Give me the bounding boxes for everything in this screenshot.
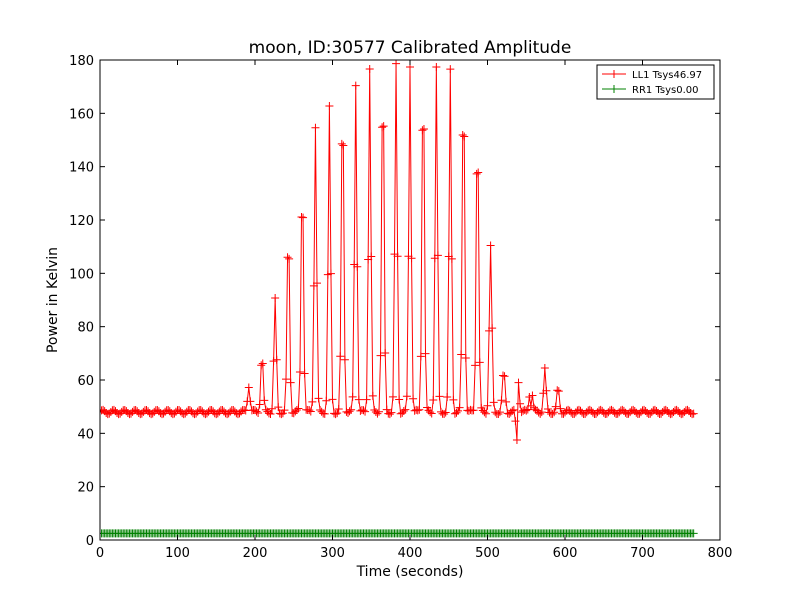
y-tick-label: 40 [77,427,94,442]
series-markers [100,60,698,445]
legend: LL1 Tsys46.97 RR1 Tsys0.00 [596,64,715,100]
x-axis-label: Time (seconds) [356,564,464,580]
legend-marker [610,85,618,93]
y-axis-label: Power in Kelvin [45,247,61,353]
legend-label: LL1 Tsys46.97 [632,70,702,81]
series-rr1 [100,529,698,538]
series-ll1 [100,60,698,445]
series-layer [100,60,698,538]
x-tick-label: 400 [398,546,423,561]
x-tick-label: 300 [320,546,345,561]
y-tick-label: 120 [69,214,94,229]
y-tick-label: 0 [86,534,94,549]
y-tick-label: 180 [69,54,94,69]
y-tick-label: 100 [69,267,94,282]
x-tick-label: 0 [96,546,104,561]
ticks-layer: 0 100 200 300 400 500 600 700 800 0 20 40 60 80 100 120… [69,54,732,561]
y-tick-label: 140 [69,161,94,176]
y-tick-label: 160 [69,107,94,122]
x-tick-label: 500 [475,546,500,561]
series-markers [100,529,698,538]
x-tick-label: 800 [708,546,733,561]
legend-marker [610,70,618,78]
x-tick-label: 100 [165,546,190,561]
legend-label: RR1 Tsys0.00 [632,85,699,96]
y-tick-label: 60 [77,374,94,389]
x-tick-label: 700 [630,546,655,561]
y-tick-label: 80 [77,321,94,336]
legend-box [596,64,715,100]
y-tick-label: 20 [77,481,94,496]
x-tick-label: 600 [553,546,578,561]
x-tick-label: 200 [243,546,268,561]
chart-title: moon, ID:30577 Calibrated Amplitude [249,38,572,58]
